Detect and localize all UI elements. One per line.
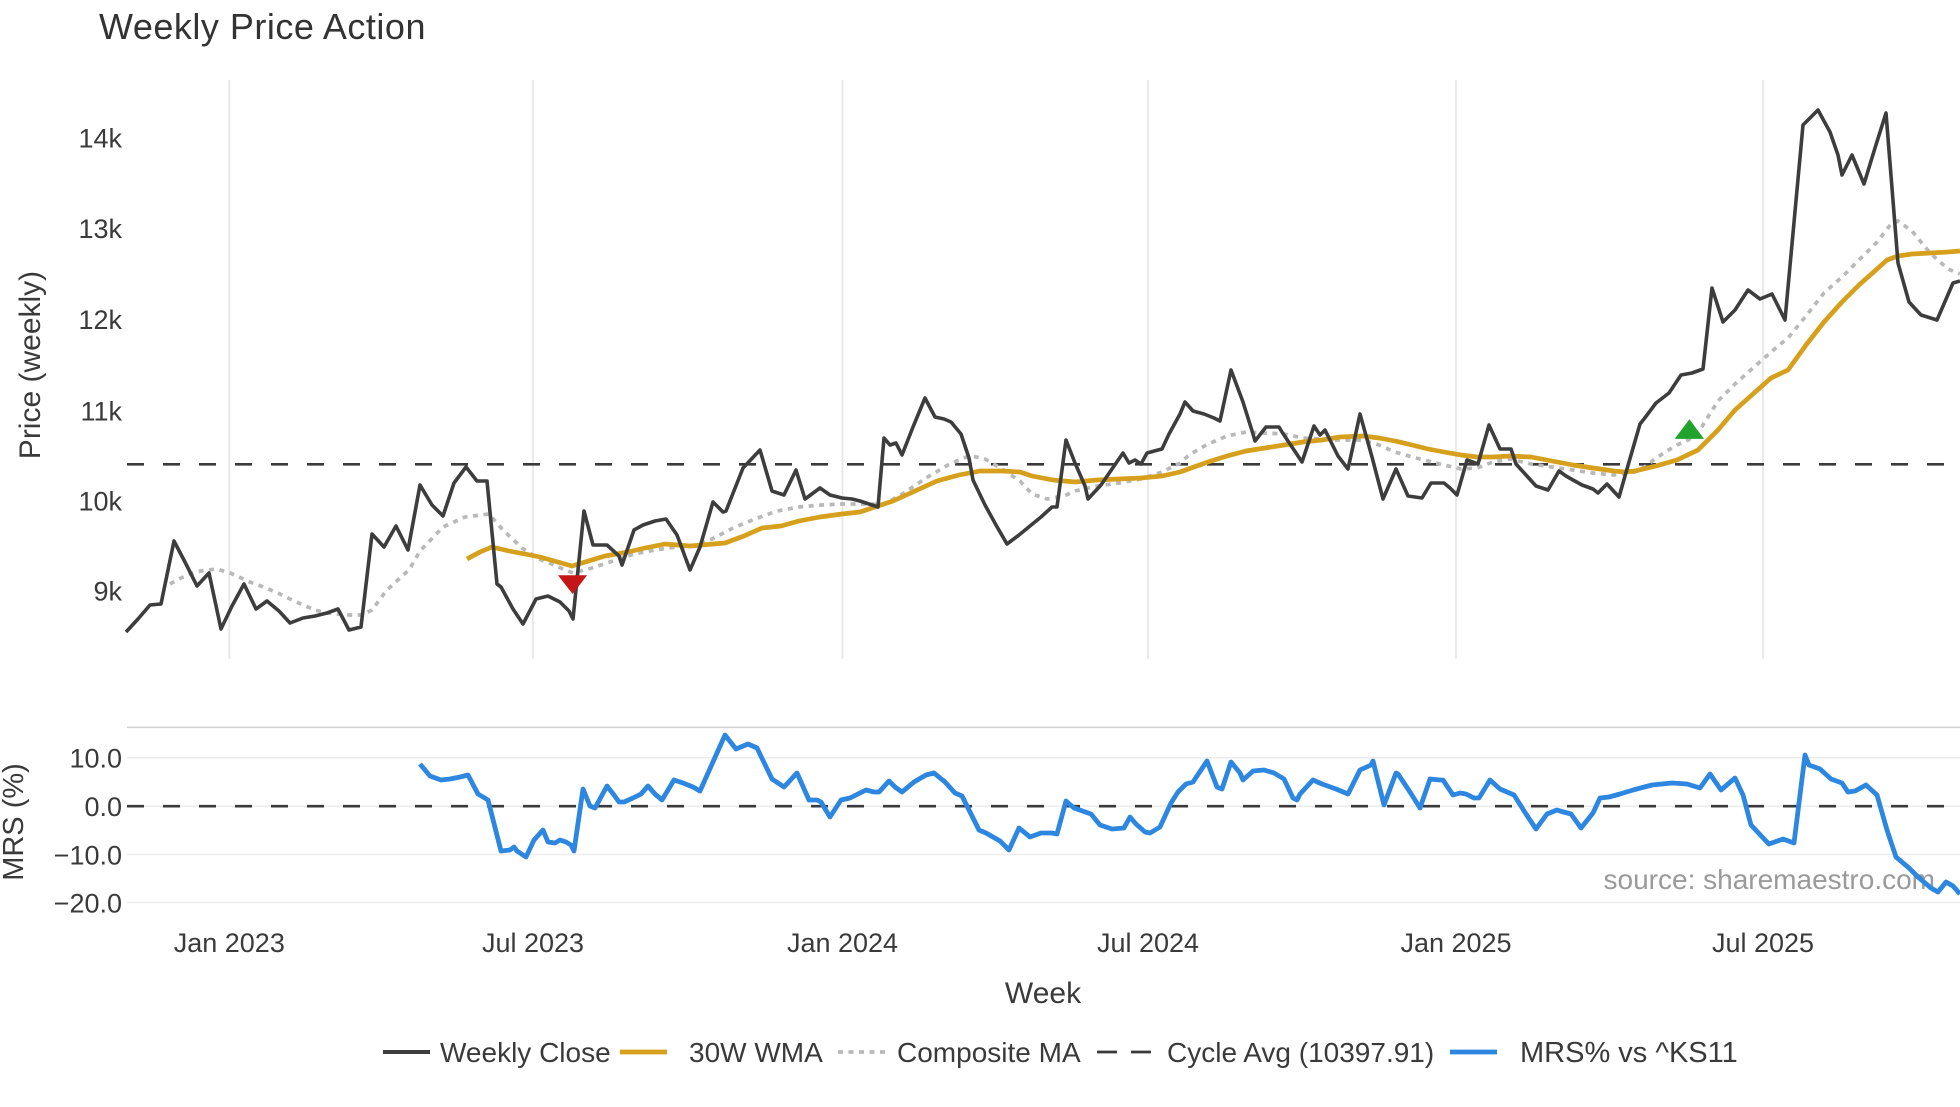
svg-text:10k: 10k — [78, 487, 122, 517]
svg-text:13k: 13k — [78, 214, 122, 244]
svg-text:MRS% vs ^KS11: MRS% vs ^KS11 — [1520, 1037, 1738, 1069]
svg-text:−10.0: −10.0 — [54, 840, 122, 870]
svg-text:30W WMA: 30W WMA — [689, 1037, 823, 1068]
svg-text:Jul 2023: Jul 2023 — [482, 928, 584, 958]
svg-text:14k: 14k — [78, 124, 122, 154]
svg-text:Weekly Price Action: Weekly Price Action — [99, 6, 426, 47]
svg-text:Price (weekly): Price (weekly) — [14, 271, 47, 459]
svg-text:Jul 2024: Jul 2024 — [1097, 928, 1199, 958]
svg-text:9k: 9k — [93, 577, 122, 607]
svg-text:Jan 2024: Jan 2024 — [787, 928, 898, 958]
svg-text:Cycle Avg (10397.91): Cycle Avg (10397.91) — [1167, 1037, 1434, 1068]
svg-text:12k: 12k — [78, 305, 122, 335]
svg-text:MRS (%): MRS (%) — [0, 763, 30, 881]
svg-text:source: sharemaestro.com: source: sharemaestro.com — [1604, 864, 1935, 895]
svg-text:Jan 2025: Jan 2025 — [1400, 928, 1511, 958]
svg-text:10.0: 10.0 — [69, 744, 122, 774]
svg-text:Jul 2025: Jul 2025 — [1712, 928, 1814, 958]
svg-text:0.0: 0.0 — [84, 792, 122, 822]
svg-text:Weekly Close: Weekly Close — [440, 1037, 611, 1068]
svg-text:Jan 2023: Jan 2023 — [174, 928, 285, 958]
svg-text:11k: 11k — [80, 396, 122, 426]
svg-text:−20.0: −20.0 — [54, 888, 122, 918]
svg-text:Composite MA: Composite MA — [897, 1037, 1081, 1068]
svg-text:Week: Week — [1005, 977, 1082, 1010]
